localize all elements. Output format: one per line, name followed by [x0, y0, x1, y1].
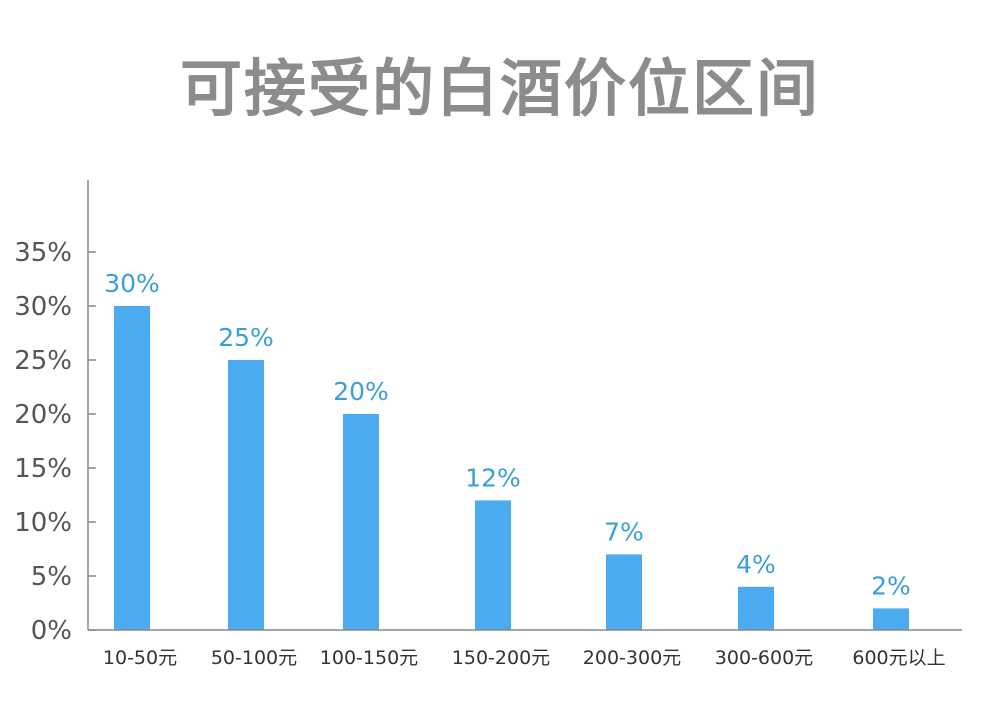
- data-label: 20%: [333, 377, 389, 406]
- x-category-label: 50-100元: [211, 647, 297, 669]
- data-label: 7%: [604, 517, 644, 546]
- x-category-label: 200-300元: [583, 647, 681, 669]
- bars: [114, 306, 909, 630]
- chart-title: 可接受的白酒价位区间: [179, 52, 820, 125]
- data-label: 2%: [871, 571, 911, 600]
- y-tick-label: 0%: [31, 616, 72, 646]
- y-tick-label: 20%: [14, 400, 72, 430]
- x-category-label: 10-50元: [103, 647, 177, 669]
- y-tick-label: 35%: [14, 238, 72, 268]
- bar: [606, 554, 642, 630]
- bar: [343, 414, 379, 630]
- bar: [475, 500, 511, 630]
- data-label: 25%: [218, 323, 274, 352]
- bar: [873, 608, 909, 630]
- y-tick-label: 10%: [14, 508, 72, 538]
- data-labels: 30% 25% 20% 12% 7% 4% 2%: [104, 269, 911, 600]
- x-axis-labels: 10-50元 50-100元 100-150元 150-200元 200-300元 300…: [103, 647, 946, 669]
- y-tick-label: 25%: [14, 346, 72, 376]
- data-label: 12%: [465, 463, 521, 492]
- data-label: 4%: [736, 550, 776, 579]
- y-tick-label: 5%: [31, 562, 72, 592]
- bar: [114, 306, 150, 630]
- y-axis-ticks: 0% 5% 10% 15% 20% 25% 30% 35%: [14, 238, 96, 646]
- y-tick-label: 30%: [14, 292, 72, 322]
- y-tick-label: 15%: [14, 454, 72, 484]
- x-category-label: 100-150元: [320, 647, 418, 669]
- x-category-label: 150-200元: [452, 647, 550, 669]
- x-category-label: 300-600元: [715, 647, 813, 669]
- bar: [228, 360, 264, 630]
- data-label: 30%: [104, 269, 160, 298]
- bar: [738, 586, 774, 630]
- x-category-label: 600元以上: [852, 647, 945, 669]
